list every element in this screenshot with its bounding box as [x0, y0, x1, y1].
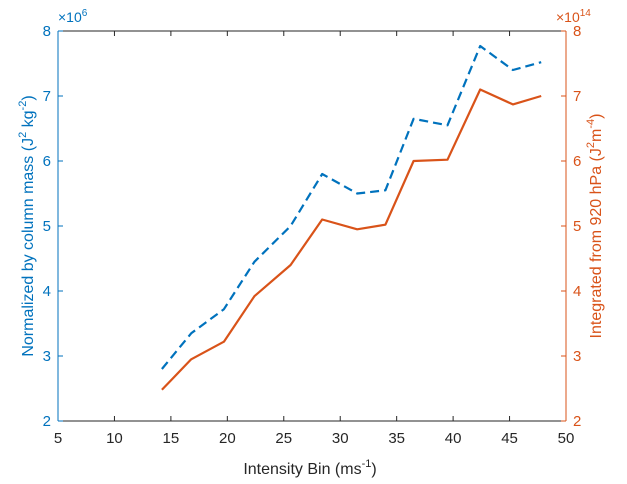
left-y-tick-label: 8	[43, 23, 51, 40]
left-y-tick-label: 4	[43, 283, 51, 300]
x-tick-label: 30	[332, 430, 349, 447]
right-axis-multiplier: ×1014	[556, 8, 591, 25]
series-line-right-axis	[161, 88, 542, 391]
x-axis: 5 10 15 20 25 30 35 40 45 50	[54, 31, 575, 447]
right-y-tick-label: 7	[573, 88, 581, 105]
left-y-tick-label: 7	[43, 88, 51, 105]
right-y-axis-label: Integrated from 920 hPa (J2m-4)	[585, 114, 605, 339]
x-tick-label: 15	[163, 430, 180, 447]
x-tick-label: 20	[219, 430, 236, 447]
left-y-tick-label: 5	[43, 218, 51, 235]
right-y-tick-label: 8	[573, 23, 581, 40]
x-tick-label: 45	[501, 430, 518, 447]
x-tick-label: 5	[54, 430, 62, 447]
left-y-axis: 2 3 4 5 6 7 8	[43, 23, 63, 430]
x-tick-label: 50	[558, 430, 575, 447]
left-y-tick-label: 3	[43, 348, 51, 365]
series-line-left-axis	[161, 44, 542, 370]
right-y-tick-label: 5	[573, 218, 581, 235]
right-y-tick-label: 4	[573, 283, 581, 300]
left-y-tick-label: 6	[43, 153, 51, 170]
x-axis-label: Intensity Bin (ms-1)	[243, 458, 376, 478]
right-y-tick-label: 6	[573, 153, 581, 170]
left-y-tick-label: 2	[43, 413, 51, 430]
right-y-axis: 2 3 4 5 6 7 8	[561, 23, 581, 430]
left-y-axis-label: Normalized by column mass (J2 kg-2)	[17, 95, 37, 356]
series-layer	[161, 44, 542, 391]
left-axis-multiplier: ×106	[58, 8, 88, 25]
right-y-tick-label: 2	[573, 413, 581, 430]
x-tick-label: 10	[106, 430, 123, 447]
x-tick-label: 25	[275, 430, 292, 447]
x-tick-label: 35	[388, 430, 405, 447]
x-tick-label: 40	[445, 430, 462, 447]
right-y-tick-label: 3	[573, 348, 581, 365]
